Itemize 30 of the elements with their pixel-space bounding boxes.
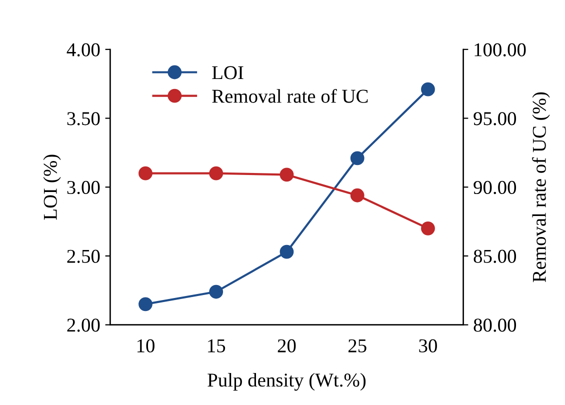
y-tick-label: 3.50 bbox=[67, 112, 100, 126]
y2-tick-label: 80.00 bbox=[474, 318, 516, 332]
point bbox=[421, 221, 435, 236]
legend-label: Removal rate of UC bbox=[212, 88, 368, 103]
y-axis-title: LOI (%) bbox=[43, 154, 61, 220]
y-tick-label: 2.50 bbox=[67, 250, 100, 263]
legend-label: LOI bbox=[212, 66, 244, 80]
point bbox=[138, 297, 152, 312]
x-tick-label: 15 bbox=[208, 339, 226, 352]
point bbox=[280, 244, 294, 259]
y-tick-label: 3.00 bbox=[67, 180, 100, 194]
point bbox=[421, 82, 435, 96]
y-tick-label: 2.00 bbox=[67, 318, 100, 332]
y-tick-label: 4.00 bbox=[66, 43, 100, 56]
x-axis-title: Pulp density (Wt.%) bbox=[208, 373, 366, 391]
y2-axis-title: Removal rate of UC (%) bbox=[532, 92, 550, 282]
point bbox=[350, 188, 364, 202]
y2-tick-label: 95.00 bbox=[474, 112, 516, 126]
y2-tick-label: 100.00 bbox=[474, 43, 526, 56]
x-tick-label: 10 bbox=[137, 339, 154, 352]
x-tick-label: 30 bbox=[419, 339, 437, 352]
point bbox=[209, 166, 224, 180]
point bbox=[209, 284, 224, 299]
x-tick-label: 25 bbox=[348, 339, 366, 352]
x-tick-label: 20 bbox=[278, 339, 296, 352]
point bbox=[350, 151, 364, 166]
point bbox=[280, 168, 294, 182]
point bbox=[138, 166, 152, 180]
y2-tick-label: 90.00 bbox=[474, 180, 516, 194]
y2-tick-label: 85.00 bbox=[474, 250, 516, 263]
